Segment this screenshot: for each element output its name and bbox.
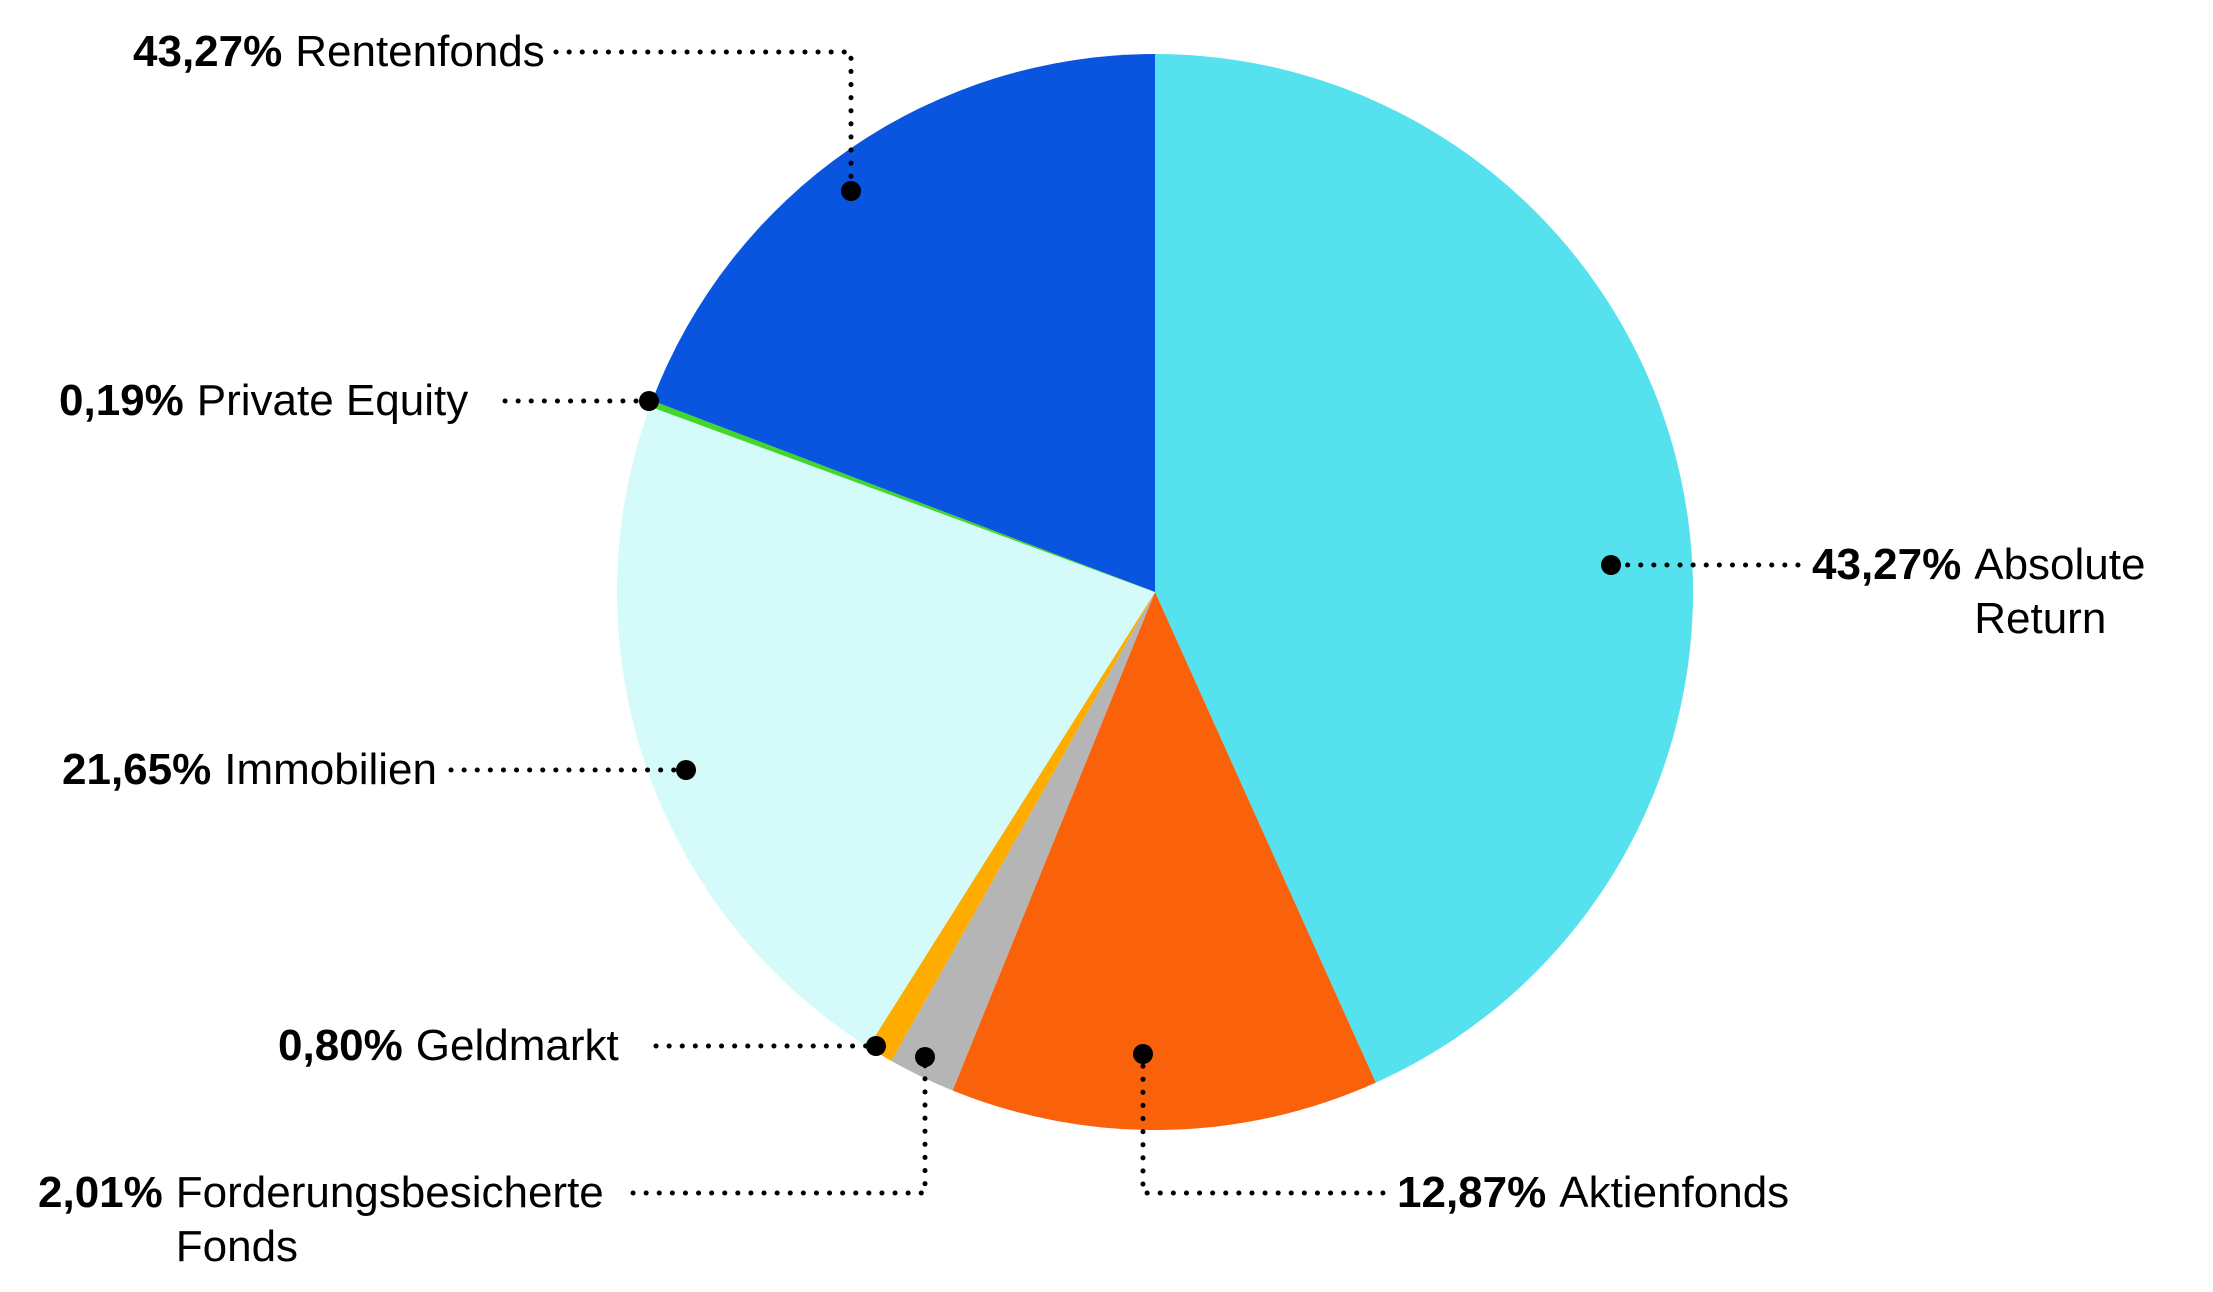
slice-label-absolute-return: 43,27% Absolute Return: [1812, 538, 2174, 646]
pie-slice-rentenfonds: [652, 53, 1155, 592]
slice-percent-private-equity: 0,19%: [59, 376, 184, 425]
slice-name-private-equity: Private Equity: [196, 376, 469, 425]
slice-percent-absolute-return: 43,27%: [1812, 540, 1962, 589]
slice-percent-rentenfonds: 43,27%: [133, 27, 283, 76]
pie-slice-private-equity: [649, 400, 1155, 592]
leader-dot-aktienfonds: [1133, 1044, 1153, 1064]
slice-label-aktienfonds: 12,87% Aktienfonds: [1397, 1166, 1789, 1220]
leader-dot-geldmarkt: [866, 1036, 886, 1056]
leader-line-rentenfonds: [553, 49, 854, 186]
slice-percent-aktienfonds: 12,87%: [1397, 1168, 1547, 1217]
leader-line-aktienfonds: [1140, 1059, 1386, 1196]
slice-name-absolute-return: Absolute Return: [1974, 540, 2146, 643]
leader-dot-rentenfonds: [841, 181, 861, 201]
leader-dot-forderungsbesicherte-fonds: [915, 1047, 935, 1067]
pie-slice-geldmarkt: [868, 592, 1155, 1061]
pie-slice-absolute-return: [1155, 54, 1693, 1083]
slice-label-rentenfonds: 43,27% Rentenfonds: [133, 25, 545, 79]
slice-label-private-equity: 0,19% Private Equity: [59, 374, 468, 428]
leader-dot-absolute-return: [1601, 555, 1621, 575]
slice-name-geldmarkt: Geldmarkt: [415, 1021, 619, 1070]
leader-dot-immobilien: [676, 760, 696, 780]
slice-percent-geldmarkt: 0,80%: [278, 1021, 403, 1070]
pie-slice-forderungsbesicherte-fonds: [891, 592, 1155, 1091]
slice-name-immobilien: Immobilien: [224, 745, 437, 794]
slice-label-forderungsbesicherte-fonds: 2,01% Forderungsbesicherte Fonds: [38, 1166, 646, 1274]
slice-percent-forderungsbesicherte-fonds: 2,01%: [38, 1168, 163, 1217]
slice-percent-immobilien: 21,65%: [62, 745, 212, 794]
pie-slice-aktienfonds: [952, 592, 1376, 1130]
slice-name-aktienfonds: Aktienfonds: [1559, 1168, 1790, 1217]
slice-label-geldmarkt: 0,80% Geldmarkt: [278, 1019, 619, 1073]
leader-dot-private-equity: [639, 391, 659, 411]
slice-label-immobilien: 21,65% Immobilien: [62, 743, 437, 797]
pie-slice-immobilien: [616, 406, 1155, 1048]
slice-name-forderungsbesicherte-fonds: Forderungsbesicherte Fonds: [175, 1168, 604, 1271]
leader-line-forderungsbesicherte-fonds: [630, 1062, 928, 1196]
slice-name-rentenfonds: Rentenfonds: [295, 27, 545, 76]
